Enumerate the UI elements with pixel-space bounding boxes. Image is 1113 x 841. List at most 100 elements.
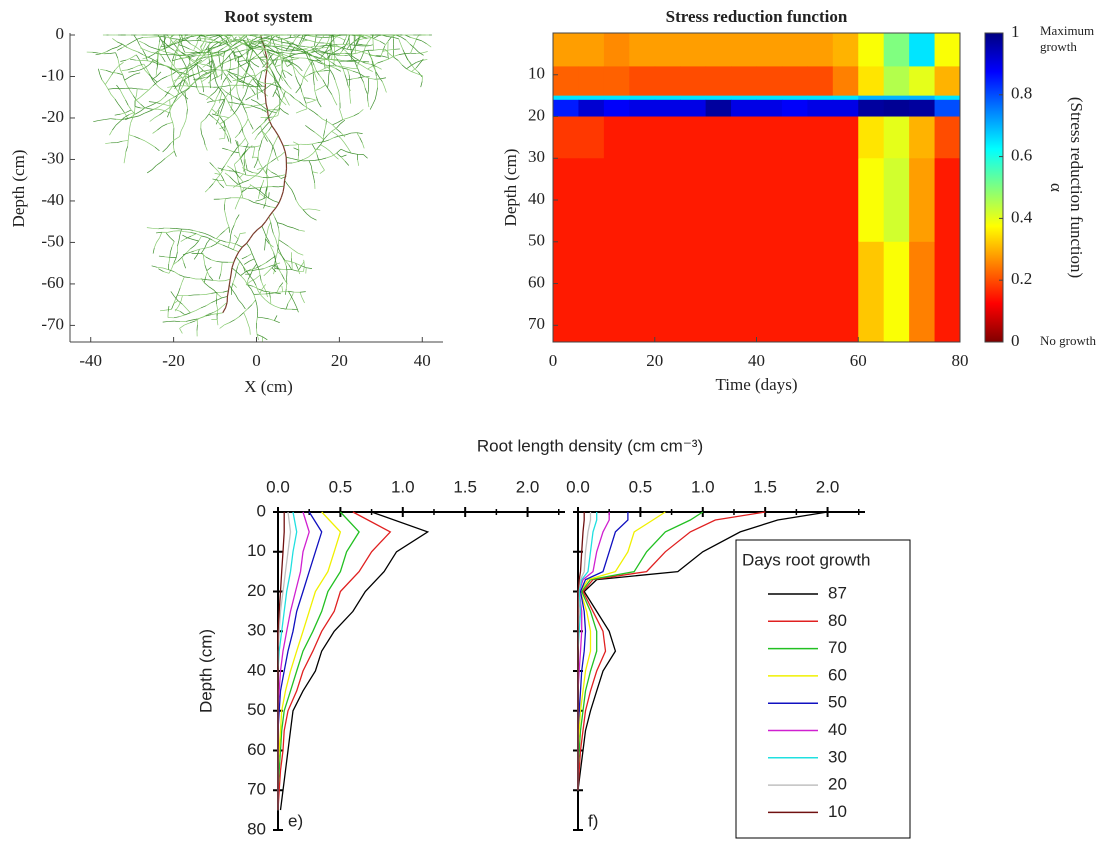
root-segment — [270, 111, 277, 114]
root-segment — [226, 221, 230, 228]
root-segment — [184, 86, 190, 92]
root-segment — [224, 160, 228, 167]
root-segment — [239, 312, 244, 317]
root-segment — [177, 68, 183, 72]
root-segment — [241, 167, 248, 171]
root-segment — [347, 147, 352, 153]
root-segment — [156, 71, 162, 77]
root-segment — [208, 113, 214, 118]
root-segment — [278, 228, 280, 235]
root-segment — [266, 236, 270, 242]
root-segment — [387, 36, 392, 42]
root-segment — [312, 171, 318, 174]
root-segment — [245, 34, 248, 39]
root-segment — [330, 65, 336, 69]
root-segment — [315, 34, 317, 41]
heat-cell — [629, 33, 656, 67]
root-segment — [185, 319, 192, 322]
root-segment — [244, 48, 251, 51]
root-segment — [187, 228, 194, 231]
root-segment — [205, 34, 212, 37]
heat-cell — [680, 241, 707, 343]
series-line — [277, 512, 285, 811]
root-segment — [139, 40, 145, 44]
root-segment — [336, 85, 340, 92]
root-segment — [110, 118, 117, 120]
root-segment — [229, 55, 231, 62]
root-segment — [246, 243, 251, 249]
heat-cell — [654, 158, 681, 243]
root-segment — [252, 69, 256, 76]
root-segment — [282, 69, 288, 73]
root-segment — [247, 145, 253, 150]
root-segment — [123, 157, 126, 164]
root-segment — [210, 54, 213, 61]
root-segment — [159, 111, 165, 116]
root-segment — [291, 49, 298, 52]
root-segment — [340, 154, 347, 158]
root-segment — [175, 228, 182, 230]
root-segment — [125, 109, 132, 113]
root-segment — [287, 184, 292, 190]
root-segment — [314, 131, 320, 137]
root-segment — [168, 258, 171, 264]
root-segment — [291, 64, 297, 70]
root-segment — [285, 168, 288, 175]
root-segment — [230, 267, 233, 274]
root-segment — [118, 63, 121, 70]
root-segment — [122, 74, 125, 81]
root-segment — [286, 48, 293, 51]
root-segment — [401, 36, 407, 41]
root-segment — [343, 43, 349, 46]
root-segment — [410, 47, 414, 54]
root-segment — [163, 34, 165, 41]
root-segment — [274, 175, 281, 178]
root-segment — [261, 262, 267, 266]
root-segment — [356, 132, 361, 138]
root-segment — [321, 44, 327, 48]
root-segment — [252, 286, 259, 290]
root-segment — [160, 96, 166, 101]
root-segment — [142, 88, 149, 91]
root-segment — [104, 79, 109, 85]
x-tick-label: -20 — [162, 351, 185, 370]
root-segment — [178, 234, 181, 241]
root-segment — [168, 268, 173, 274]
colorbar-tick-label: 0.8 — [1011, 84, 1032, 103]
root-segment — [384, 48, 390, 54]
root-segment — [316, 52, 323, 57]
root-segment — [393, 54, 400, 57]
root-segment — [223, 69, 229, 71]
root-segment — [165, 50, 169, 57]
root-segment — [173, 295, 179, 301]
root-segment — [201, 278, 208, 281]
root-segment — [232, 277, 236, 284]
heat-cell — [553, 95, 579, 101]
root-segment — [246, 185, 252, 190]
root-segment — [367, 89, 369, 96]
root-segment — [293, 141, 299, 145]
chart-title: Root system — [224, 7, 312, 26]
root-segment — [188, 35, 195, 38]
heat-cell — [883, 66, 910, 97]
root-segment — [234, 160, 239, 165]
root-segment — [266, 168, 272, 173]
root-segment — [111, 46, 118, 50]
root-segment — [178, 274, 185, 278]
root-segment — [169, 237, 175, 242]
root-segment — [158, 227, 165, 230]
root-segment — [243, 266, 246, 273]
x-tick-label: 60 — [850, 351, 867, 370]
root-segment — [212, 239, 218, 244]
root-segment — [242, 94, 246, 100]
root-segment — [336, 134, 342, 139]
root-segment — [243, 179, 249, 183]
root-segment — [277, 251, 282, 256]
root-segment — [220, 239, 226, 243]
root-segment — [168, 42, 174, 47]
root-segment — [242, 35, 247, 41]
y-tick-label: -70 — [41, 314, 64, 333]
root-segment — [196, 75, 202, 80]
root-segment — [240, 66, 246, 71]
root-segment — [282, 223, 289, 227]
